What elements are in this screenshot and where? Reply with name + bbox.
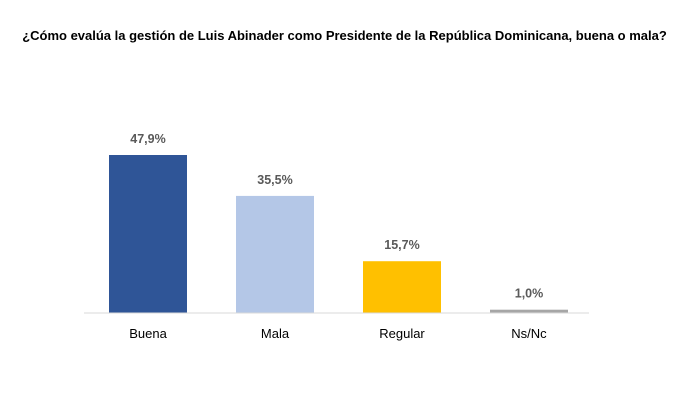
category-label: Ns/Nc (511, 326, 547, 341)
bar-buena (109, 155, 187, 313)
data-label: 35,5% (257, 173, 292, 187)
bar-ns-nc (490, 309, 568, 313)
category-label: Regular (379, 326, 425, 341)
bars-group (109, 155, 568, 313)
data-label: 47,9% (130, 132, 165, 146)
category-label: Buena (129, 326, 167, 341)
bar-regular (363, 261, 441, 313)
bar-mala (236, 195, 314, 313)
labels-group: 47,9% Buena 35,5% Mala 15,7% Regular 1,0% Ns/Nc (129, 132, 547, 341)
data-label: 1,0% (515, 287, 544, 301)
category-label: Mala (261, 326, 290, 341)
chart-title: ¿Cómo evalúa la gestión de Luis Abinader… (22, 28, 667, 43)
data-label: 15,7% (384, 238, 419, 252)
